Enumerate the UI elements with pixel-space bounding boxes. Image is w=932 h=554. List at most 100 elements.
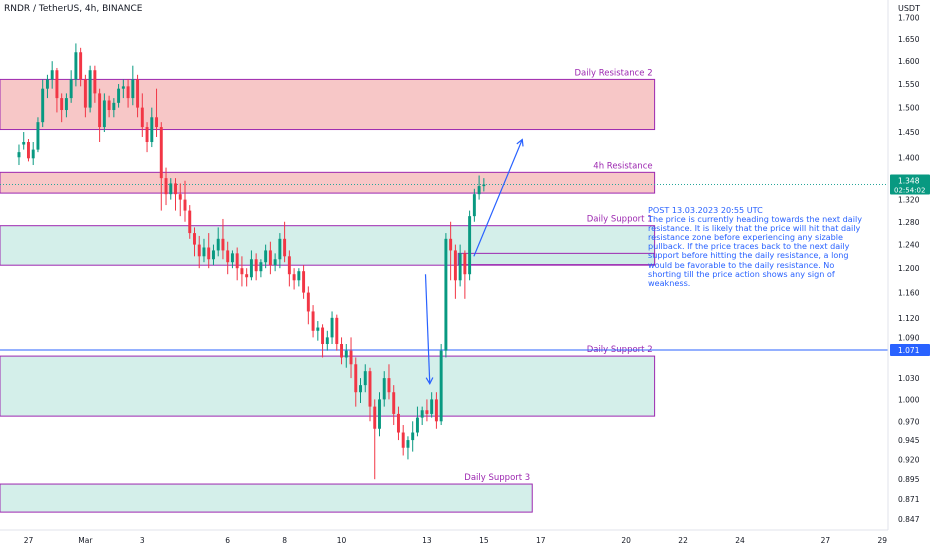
zones-layer: Daily Resistance 2 4h Resistance Daily Sup…: [0, 68, 656, 513]
candle-body: [354, 364, 358, 393]
candle-body: [183, 199, 187, 211]
candle-body: [93, 70, 97, 94]
candle-body: [297, 271, 301, 281]
candle-body: [121, 86, 125, 89]
candle-body: [396, 413, 400, 433]
candle-body: [359, 385, 362, 393]
candle-body: [131, 79, 135, 99]
y-tick-label: 1.320: [898, 196, 920, 205]
x-tick-label: 29: [878, 536, 888, 545]
candle-body: [264, 250, 268, 263]
x-tick-label: 10: [337, 536, 347, 545]
projection-arrow-head: [425, 377, 434, 385]
candle-body: [60, 98, 64, 111]
candle-body: [174, 183, 177, 195]
candle-body: [102, 100, 106, 128]
analysis-note-text: The price is currently heading towards t…: [648, 214, 863, 288]
candle-body: [335, 317, 339, 345]
candle-body: [283, 238, 287, 257]
candle-body: [254, 259, 258, 272]
candle-body: [55, 70, 59, 99]
y-tick-label: 0.895: [898, 475, 920, 484]
candle-body: [117, 88, 121, 103]
candle-body: [17, 152, 21, 158]
candle-body: [420, 410, 424, 418]
candle-body: [373, 406, 377, 429]
y-tick-label: 1.600: [898, 57, 920, 66]
zone-box[interactable]: [0, 355, 656, 417]
candle-body: [387, 378, 391, 393]
x-tick-label: 17: [536, 536, 546, 545]
candle-body: [477, 186, 481, 195]
candle-body: [235, 253, 239, 269]
y-tick-label: 0.847: [898, 515, 920, 524]
candle-body: [79, 52, 83, 80]
y-tick-label: 1.240: [898, 241, 920, 250]
zone-box[interactable]: [457, 252, 656, 266]
x-tick-label: 27: [821, 536, 831, 545]
projection-arrow-head: [516, 138, 524, 147]
x-tick-label: 22: [678, 536, 688, 545]
y-tick-label: 1.000: [898, 395, 920, 404]
candle-body: [221, 238, 225, 251]
candle-body: [273, 259, 277, 266]
candle-body: [202, 247, 206, 257]
y-tick-label: 1.030: [898, 374, 920, 383]
x-tick-label: 13: [422, 536, 432, 545]
y-tick-label: 1.550: [898, 80, 920, 89]
zone-box[interactable]: [0, 171, 656, 194]
x-tick-label: 6: [225, 536, 230, 545]
y-tick-label: 0.970: [898, 417, 920, 426]
candle-body: [434, 399, 438, 422]
candle-body: [107, 100, 111, 111]
x-tick-label: 20: [621, 536, 631, 545]
x-tick-label: Mar: [78, 536, 93, 545]
candle-body: [145, 127, 149, 143]
x-tick-label: 3: [140, 536, 145, 545]
candle-body: [36, 122, 40, 150]
y-tick-label: 1.650: [898, 35, 920, 44]
candle-body: [155, 117, 159, 128]
zone-box[interactable]: [0, 483, 533, 513]
y-tick-label: 0.945: [898, 436, 920, 445]
candle-body: [472, 194, 476, 217]
candle-body: [453, 250, 457, 281]
y-tick-label: 1.160: [898, 289, 920, 298]
current-price-badge: [890, 174, 930, 195]
candle-body: [136, 79, 140, 108]
candle-body: [463, 253, 467, 275]
y-tick-label: 1.280: [898, 218, 920, 227]
candle-body: [482, 184, 486, 187]
marked-level-value: 1.071: [898, 346, 920, 355]
candle-body: [349, 350, 353, 365]
current-price-value: 1.348: [898, 177, 920, 186]
arrows-layer: [424, 138, 524, 385]
candles-layer: [17, 43, 486, 480]
projection-arrow-line: [424, 274, 431, 384]
y-tick-label: 1.120: [898, 314, 920, 323]
marked-level-badge: [890, 344, 930, 357]
y-tick-label: 0.871: [898, 495, 920, 504]
candle-body: [401, 432, 405, 448]
zone-label: Daily Resistance 2: [574, 68, 652, 78]
candle-body: [439, 350, 443, 422]
candle-body: [406, 440, 410, 448]
y-tick-label: 1.200: [898, 264, 920, 273]
analysis-note-title: POST 13.03.2023 20:55 UTC: [648, 205, 763, 215]
candle-body: [69, 79, 73, 99]
candle-body: [325, 337, 329, 345]
candle-body: [363, 371, 367, 386]
candle-body: [240, 268, 244, 275]
candle-body: [444, 238, 448, 351]
candle-body: [140, 107, 144, 128]
candle-body: [330, 317, 334, 338]
x-tick-label: 27: [24, 536, 34, 545]
candle-body: [468, 216, 472, 275]
current-price-countdown: 02:54:02: [894, 187, 925, 195]
candle-body: [216, 238, 220, 251]
candle-body: [188, 210, 192, 234]
symbol-title: RNDR / TetherUS, 4h, BINANCE: [4, 4, 143, 14]
zone-label: Daily Support 3: [464, 473, 530, 483]
